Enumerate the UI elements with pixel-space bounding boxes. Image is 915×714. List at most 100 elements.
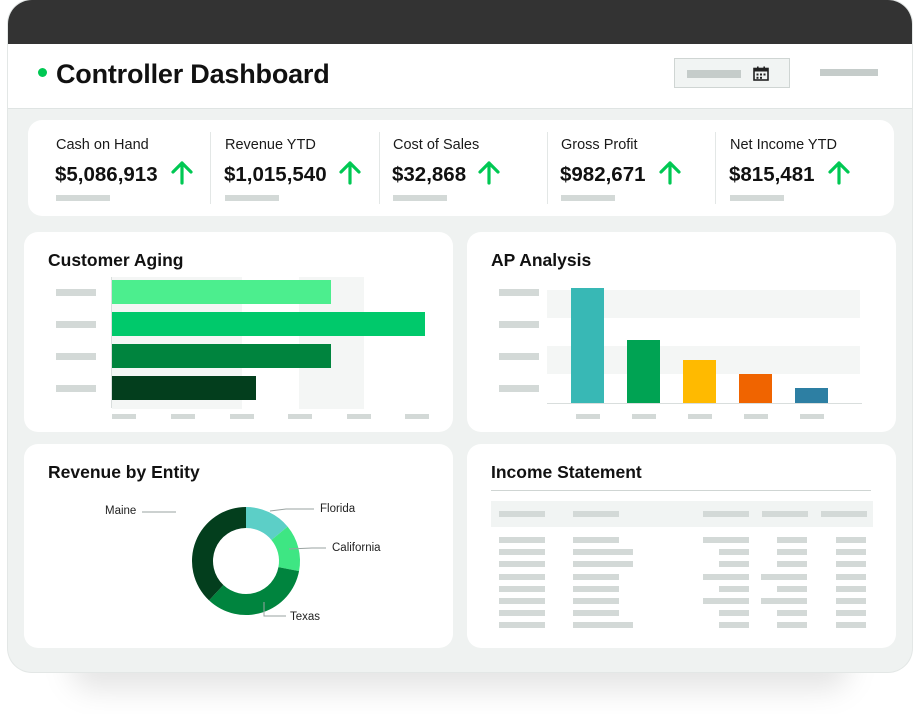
donut-slice-texas[interactable] xyxy=(209,567,300,615)
x-tick-label-placeholder xyxy=(744,414,768,419)
x-tick-label-placeholder xyxy=(230,414,254,419)
donut-slice-maine[interactable] xyxy=(191,507,246,601)
kpi-label: Net Income YTD xyxy=(730,137,837,153)
trend-up-icon xyxy=(171,161,193,185)
customer-aging-card[interactable]: Customer Aging xyxy=(24,232,453,432)
y-tick-label-placeholder xyxy=(499,385,539,392)
slice-label-texas: Texas xyxy=(290,611,321,623)
kpi-label: Gross Profit xyxy=(561,137,638,153)
table-cell-placeholder xyxy=(499,549,545,555)
x-tick-label-placeholder xyxy=(800,414,824,419)
kpi-value: $32,868 xyxy=(392,163,467,186)
card-title: AP Analysis xyxy=(491,250,592,270)
column-header-placeholder xyxy=(573,511,619,517)
table-cell-placeholder xyxy=(719,610,749,616)
kpi-cost-of-sales[interactable]: Cost of Sales $32,868 xyxy=(365,120,547,216)
donut-slice-california[interactable] xyxy=(271,526,301,572)
ap-analysis-card[interactable]: AP Analysis xyxy=(467,232,896,432)
page-header: Controller Dashboard xyxy=(8,44,912,109)
title-divider xyxy=(491,490,871,491)
trend-up-icon xyxy=(339,161,361,185)
card-title: Customer Aging xyxy=(48,250,184,270)
x-tick-label-placeholder xyxy=(112,414,136,419)
trend-up-icon xyxy=(659,161,681,185)
ap-bar[interactable] xyxy=(627,340,660,403)
table-cell-placeholder xyxy=(836,598,866,604)
table-cell-placeholder xyxy=(719,549,749,555)
kpi-sub-placeholder xyxy=(730,195,784,201)
table-cell-placeholder xyxy=(499,598,545,604)
aging-bar[interactable] xyxy=(112,280,331,304)
kpi-value: $1,015,540 xyxy=(224,163,327,186)
y-tick-label-placeholder xyxy=(56,289,96,296)
slice-label-florida: Florida xyxy=(320,503,356,515)
table-cell-placeholder xyxy=(573,586,619,592)
table-cell-placeholder xyxy=(573,610,619,616)
table-cell-placeholder xyxy=(499,610,545,616)
aging-bar[interactable] xyxy=(112,312,425,336)
table-cell-placeholder xyxy=(836,610,866,616)
ap-bar[interactable] xyxy=(739,374,772,403)
kpi-divider xyxy=(547,132,548,204)
kpi-label: Cost of Sales xyxy=(393,137,480,153)
leader-line-california xyxy=(288,547,326,550)
trend-up-icon xyxy=(828,161,850,185)
y-tick-label-placeholder xyxy=(56,353,96,360)
x-tick-label-placeholder xyxy=(632,414,656,419)
table-cell-placeholder xyxy=(836,622,866,628)
table-cell-placeholder xyxy=(573,622,633,628)
y-tick-label-placeholder xyxy=(56,321,96,328)
table-cell-placeholder xyxy=(719,622,749,628)
kpi-sub-placeholder xyxy=(225,195,279,201)
table-cell-placeholder xyxy=(761,574,807,580)
column-header-placeholder xyxy=(499,511,545,517)
kpi-divider xyxy=(210,132,211,204)
revenue-by-entity-card[interactable]: Revenue by Entity Maine Florida Californ… xyxy=(24,444,453,648)
column-header-placeholder xyxy=(762,511,808,517)
kpi-cash-on-hand[interactable]: Cash on Hand $5,086,913 xyxy=(28,120,210,216)
table-cell-placeholder xyxy=(836,549,866,555)
kpi-gross-profit[interactable]: Gross Profit $982,671 xyxy=(533,120,715,216)
table-cell-placeholder xyxy=(777,610,807,616)
ap-bar[interactable] xyxy=(571,288,604,403)
column-header-placeholder xyxy=(821,511,867,517)
app-window: Controller Dashboard Cash on Hand $5,086… xyxy=(8,0,912,672)
table-cell-placeholder xyxy=(761,598,807,604)
table-cell-placeholder xyxy=(836,561,866,567)
ap-bar[interactable] xyxy=(795,388,828,403)
calendar-icon[interactable] xyxy=(753,66,769,81)
donut-slice-florida[interactable] xyxy=(246,507,288,540)
kpi-divider xyxy=(379,132,380,204)
table-cell-placeholder xyxy=(777,561,807,567)
table-cell-placeholder xyxy=(499,574,545,580)
page-title: Controller Dashboard xyxy=(56,59,330,89)
kpi-sub-placeholder xyxy=(56,195,110,201)
kpi-revenue-ytd[interactable]: Revenue YTD $1,015,540 xyxy=(197,120,379,216)
ap-bar[interactable] xyxy=(683,360,716,403)
card-title: Revenue by Entity xyxy=(48,462,200,482)
date-picker[interactable] xyxy=(674,58,790,88)
kpi-value: $815,481 xyxy=(729,163,815,186)
y-tick-label-placeholder xyxy=(56,385,96,392)
table-cell-placeholder xyxy=(703,574,749,580)
aging-bar[interactable] xyxy=(112,344,331,368)
income-statement-card[interactable]: Income Statement xyxy=(467,444,896,648)
table-cell-placeholder xyxy=(573,598,619,604)
slice-label-maine: Maine xyxy=(105,505,137,517)
trend-up-icon xyxy=(478,161,500,185)
donut-chart xyxy=(142,507,326,617)
y-tick-label-placeholder xyxy=(499,353,539,360)
table-cell-placeholder xyxy=(836,537,866,543)
kpi-value: $5,086,913 xyxy=(55,163,158,186)
aging-bar[interactable] xyxy=(112,376,256,400)
table-cell-placeholder xyxy=(499,537,545,543)
leader-line-texas xyxy=(263,602,286,617)
kpi-net-income-ytd[interactable]: Net Income YTD $815,481 xyxy=(702,120,884,216)
table-cell-placeholder xyxy=(777,549,807,555)
header-menu-placeholder[interactable] xyxy=(820,69,878,76)
status-dot xyxy=(38,68,47,77)
table-cell-placeholder xyxy=(777,537,807,543)
table-cell-placeholder xyxy=(836,586,866,592)
table-cell-placeholder xyxy=(703,598,749,604)
table-cell-placeholder xyxy=(573,561,633,567)
